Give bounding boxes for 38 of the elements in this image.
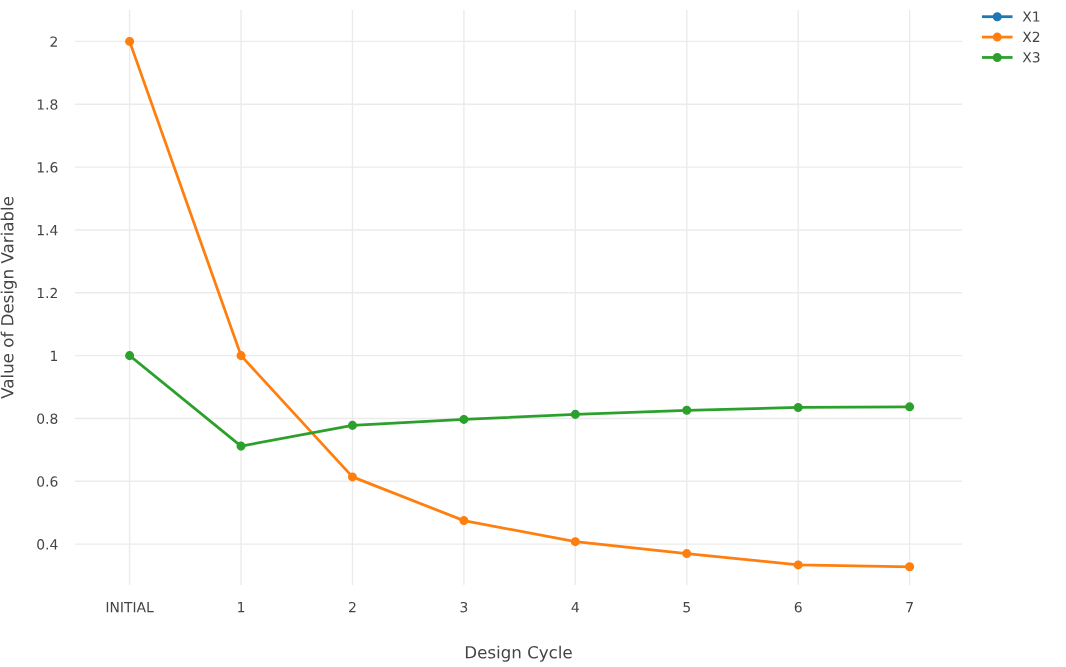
x-tick-label: 1 (238, 602, 245, 613)
point (125, 351, 135, 361)
point (570, 537, 580, 547)
point (236, 441, 246, 451)
x-tick-label: 5 (683, 602, 690, 613)
point (347, 472, 357, 482)
y-tick-label: 0.4 (37, 539, 58, 550)
x-tick-label: INITIAL (106, 602, 154, 613)
point (459, 414, 469, 424)
point (236, 351, 246, 361)
x-tick-label: 2 (349, 601, 356, 613)
x-tick-label: 6 (794, 601, 802, 613)
x-tick-label: 4 (571, 602, 579, 613)
y-tick-label: 1.6 (37, 162, 58, 173)
point (459, 516, 469, 526)
y-tick-label: 1.8 (37, 99, 58, 110)
x-tick-label: 3 (460, 601, 468, 613)
x-axis-title: Design Cycle (465, 645, 572, 662)
y-tick-label: 1.4 (37, 225, 58, 236)
y-axis-title: Value of Design Variable (0, 197, 17, 399)
x-tick-label: 7 (906, 602, 913, 613)
legend-label: X1 (1022, 11, 1040, 22)
point (570, 409, 580, 419)
point (682, 405, 692, 415)
y-tick-label: 0.6 (37, 476, 58, 487)
y-tick-label: 1.2 (37, 287, 57, 299)
legend-label: X2 (1022, 31, 1040, 42)
point (793, 402, 803, 412)
y-tick-label: 2 (50, 36, 57, 47)
point (905, 402, 915, 412)
legend-label: X3 (1022, 52, 1040, 63)
point (905, 562, 915, 572)
point (793, 560, 803, 570)
point (682, 549, 692, 559)
point (125, 36, 135, 46)
point (347, 420, 357, 430)
y-tick-label: 0.8 (37, 413, 58, 424)
y-tick-label: 1 (51, 350, 58, 361)
